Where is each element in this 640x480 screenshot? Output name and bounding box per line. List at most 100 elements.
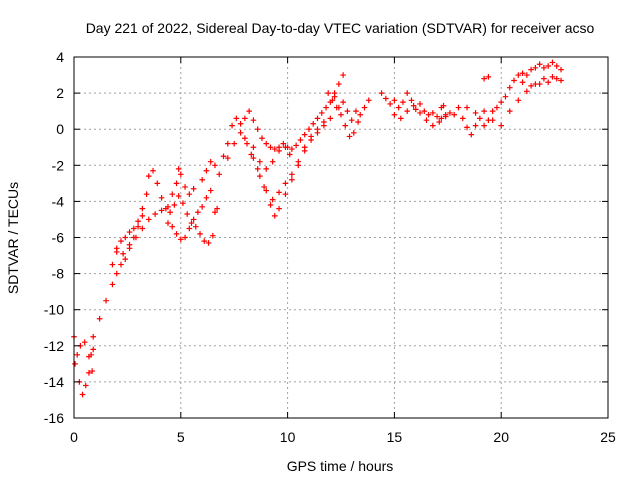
- data-point: [340, 99, 346, 105]
- axis-ticks: [73, 56, 609, 419]
- data-point: [506, 108, 513, 114]
- data-point: [327, 115, 334, 122]
- data-point: [139, 225, 146, 232]
- data-point: [329, 97, 336, 104]
- data-point: [271, 213, 278, 219]
- data-track: [169, 166, 197, 197]
- data-point: [261, 184, 267, 190]
- data-point: [188, 220, 195, 226]
- data-point: [331, 93, 338, 100]
- data-point: [395, 104, 402, 111]
- data-point: [532, 65, 539, 71]
- data-point: [515, 97, 522, 104]
- data-point: [79, 391, 86, 398]
- data-track: [96, 167, 216, 322]
- data-point: [186, 191, 193, 197]
- data-point: [519, 79, 526, 86]
- data-point: [82, 382, 89, 389]
- axis-tick-labels: 0 5 10 15 20 25 -16 -14 -12 -10 -8 -6 -4 -2 0 2 4: [44, 49, 616, 445]
- data-point: [440, 102, 447, 109]
- data-point: [207, 187, 214, 194]
- data-point: [263, 187, 270, 194]
- data-point: [282, 191, 289, 197]
- y-tick-label: 0: [56, 121, 64, 137]
- data-point: [250, 117, 257, 123]
- data-point: [180, 200, 186, 207]
- data-point: [169, 191, 176, 197]
- data-point: [205, 240, 212, 246]
- data-point: [276, 205, 282, 212]
- data-point: [301, 131, 308, 138]
- data-point: [417, 110, 423, 116]
- data-point: [244, 140, 250, 147]
- data-point: [545, 63, 551, 69]
- data-point: [417, 101, 423, 107]
- data-track: [455, 59, 564, 138]
- y-tick-label: -16: [44, 410, 64, 426]
- data-point: [118, 261, 124, 268]
- data-point: [282, 144, 289, 151]
- data-track: [109, 205, 146, 268]
- data-point: [306, 126, 312, 132]
- data-point: [355, 119, 361, 125]
- data-point: [289, 146, 295, 152]
- data-point: [139, 205, 146, 212]
- data-track: [378, 90, 458, 122]
- data-track: [72, 339, 97, 374]
- data-track: [481, 74, 492, 82]
- data-point: [423, 117, 430, 123]
- y-tick-label: 4: [56, 49, 64, 65]
- data-point: [468, 131, 475, 138]
- data-point: [472, 122, 479, 129]
- data-point: [276, 189, 282, 196]
- x-axis-label: GPS time / hours: [287, 458, 394, 474]
- data-point: [90, 333, 97, 340]
- data-point: [481, 122, 487, 129]
- x-tick-label: 15: [387, 429, 403, 445]
- data-point: [558, 66, 564, 73]
- data-point: [248, 151, 255, 158]
- data-point: [212, 162, 218, 169]
- data-point: [229, 122, 235, 129]
- data-point: [171, 202, 178, 208]
- data-point: [391, 111, 398, 118]
- data-point: [301, 144, 308, 151]
- data-point: [336, 81, 342, 87]
- data-point: [280, 140, 287, 147]
- data-point: [182, 234, 188, 241]
- data-point: [387, 101, 393, 107]
- data-point: [498, 122, 504, 129]
- data-point: [383, 95, 389, 102]
- data-point: [175, 166, 182, 172]
- data-point: [167, 209, 173, 216]
- data-point: [528, 83, 534, 89]
- data-point: [150, 167, 156, 174]
- data-point: [201, 238, 208, 244]
- data-point: [250, 155, 257, 161]
- data-point: [267, 202, 274, 208]
- data-point: [103, 297, 109, 304]
- data-point: [346, 133, 353, 140]
- data-point: [109, 261, 116, 268]
- data-point: [365, 97, 372, 104]
- y-tick-label: -14: [44, 374, 64, 390]
- data-point: [436, 119, 443, 125]
- y-axis-label: SDTVAR / TECUs: [5, 182, 21, 294]
- data-point: [434, 113, 440, 120]
- data-point: [451, 111, 458, 118]
- data-point: [528, 66, 534, 73]
- data-point: [459, 115, 466, 122]
- data-point: [438, 115, 445, 122]
- data-point: [154, 180, 161, 187]
- x-tick-label: 5: [177, 429, 185, 445]
- data-point: [216, 171, 223, 178]
- data-point: [158, 207, 165, 214]
- data-track: [165, 187, 214, 243]
- data-point: [220, 153, 227, 160]
- data-point: [549, 59, 556, 66]
- data-point: [515, 72, 522, 78]
- data-point: [242, 115, 248, 122]
- data-point: [237, 120, 244, 127]
- data-point: [233, 115, 240, 122]
